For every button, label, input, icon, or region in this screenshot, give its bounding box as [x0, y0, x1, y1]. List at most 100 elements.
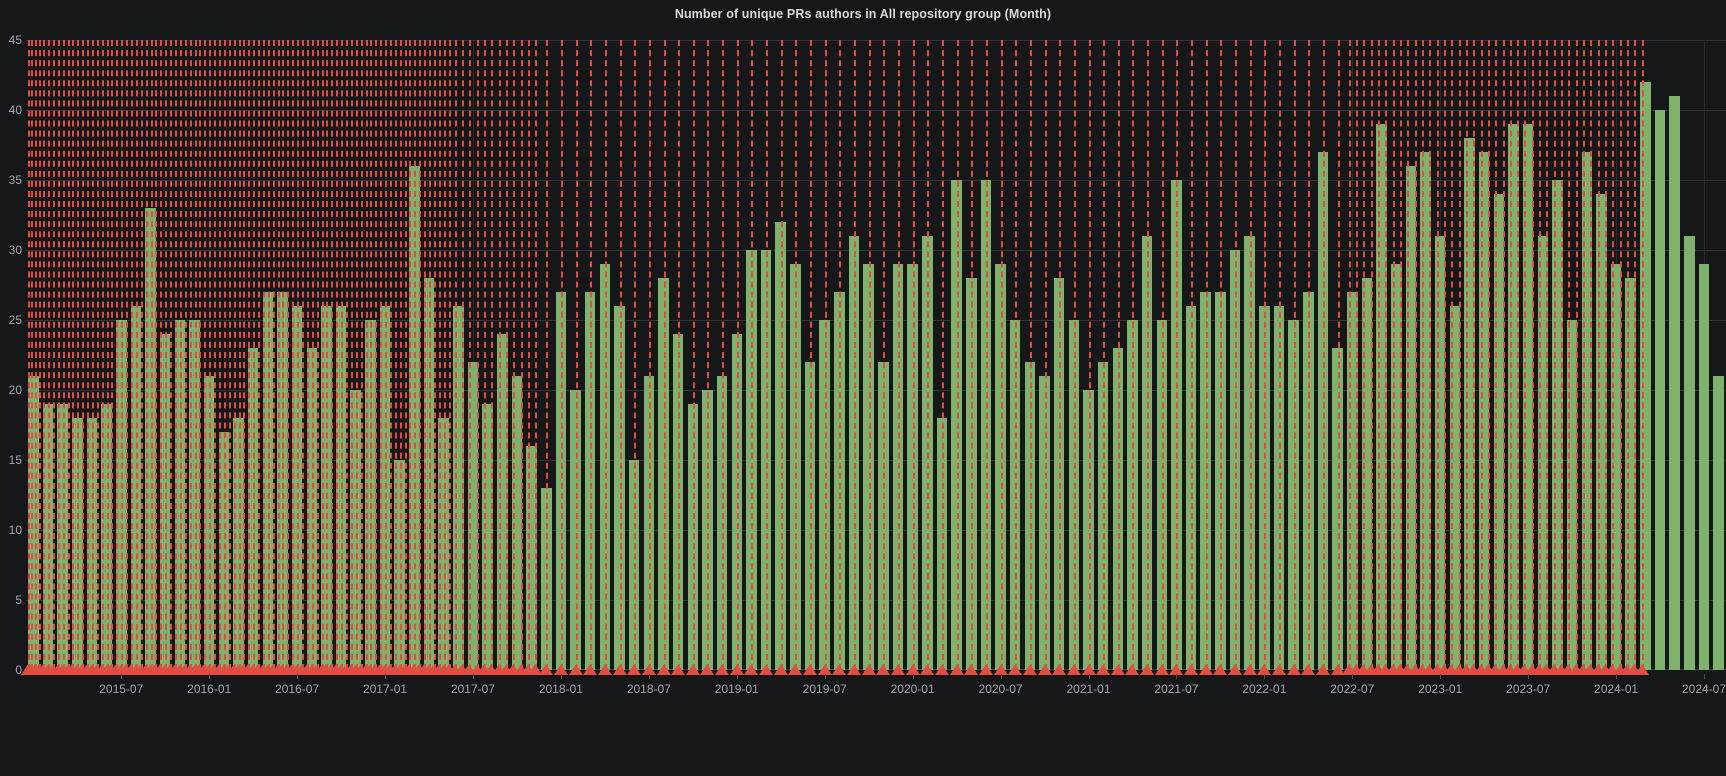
- bar[interactable]: [203, 376, 215, 670]
- bar[interactable]: [511, 376, 523, 670]
- bar[interactable]: [1244, 236, 1255, 670]
- annotation-marker-icon[interactable]: [671, 664, 686, 675]
- bar[interactable]: [848, 236, 860, 670]
- bar[interactable]: [379, 306, 391, 670]
- bar[interactable]: [72, 418, 83, 670]
- bar[interactable]: [482, 404, 493, 670]
- annotation-marker-icon[interactable]: [1242, 664, 1257, 675]
- annotation-marker-icon[interactable]: [920, 664, 935, 675]
- annotation-marker-icon[interactable]: [1213, 664, 1228, 675]
- bar[interactable]: [804, 362, 816, 670]
- annotation-marker-icon[interactable]: [744, 664, 759, 675]
- bar[interactable]: [731, 334, 743, 670]
- bar[interactable]: [834, 292, 845, 670]
- annotation-marker-icon[interactable]: [949, 664, 964, 675]
- annotation-marker-icon[interactable]: [1583, 664, 1598, 675]
- bar[interactable]: [1464, 138, 1475, 670]
- bar[interactable]: [1508, 124, 1519, 670]
- annotation-marker-icon[interactable]: [978, 664, 993, 675]
- annotation-marker-icon[interactable]: [876, 664, 891, 675]
- bar[interactable]: [159, 334, 171, 670]
- bar[interactable]: [1625, 278, 1636, 670]
- bar[interactable]: [1405, 166, 1417, 670]
- bar[interactable]: [409, 166, 420, 670]
- annotation-marker-icon[interactable]: [1612, 664, 1627, 675]
- annotation-marker-icon[interactable]: [498, 664, 513, 675]
- annotation-marker-icon[interactable]: [1140, 664, 1155, 675]
- annotation-marker-icon[interactable]: [1008, 664, 1023, 675]
- bar[interactable]: [1552, 180, 1563, 670]
- annotation-marker-icon[interactable]: [788, 664, 803, 675]
- annotation-marker-icon[interactable]: [491, 664, 506, 675]
- annotation-markers[interactable]: [20, 664, 1726, 678]
- bar[interactable]: [892, 264, 904, 670]
- bar[interactable]: [335, 306, 347, 670]
- annotation-marker-icon[interactable]: [1627, 664, 1642, 675]
- plot-area[interactable]: [26, 40, 1726, 670]
- bar[interactable]: [878, 362, 889, 670]
- bar[interactable]: [1127, 320, 1138, 670]
- bar[interactable]: [130, 306, 142, 670]
- bar[interactable]: [277, 292, 288, 670]
- bar[interactable]: [1303, 292, 1314, 670]
- annotation-marker-icon[interactable]: [759, 664, 774, 675]
- annotation-marker-icon[interactable]: [484, 664, 499, 675]
- annotation-marker-icon[interactable]: [1539, 664, 1554, 675]
- bar[interactable]: [57, 404, 68, 670]
- annotation-marker-icon[interactable]: [1590, 664, 1605, 675]
- annotation-marker-icon[interactable]: [1363, 664, 1378, 675]
- annotation-marker-icon[interactable]: [539, 664, 554, 675]
- bar[interactable]: [291, 306, 303, 670]
- annotation-marker-icon[interactable]: [641, 664, 656, 675]
- bar[interactable]: [760, 250, 772, 670]
- annotation-marker-icon[interactable]: [1037, 664, 1052, 675]
- annotation-marker-icon[interactable]: [447, 664, 462, 675]
- bar[interactable]: [1024, 362, 1036, 670]
- bar[interactable]: [1215, 292, 1226, 670]
- bar[interactable]: [1053, 278, 1065, 670]
- annotation-marker-icon[interactable]: [1286, 664, 1301, 675]
- annotation-marker-icon[interactable]: [817, 664, 832, 675]
- bar[interactable]: [423, 278, 435, 670]
- bar[interactable]: [1654, 110, 1666, 670]
- bar[interactable]: [1068, 320, 1080, 670]
- annotation-marker-icon[interactable]: [1605, 664, 1620, 675]
- bar[interactable]: [1141, 236, 1153, 670]
- bar[interactable]: [1478, 152, 1490, 670]
- annotation-marker-icon[interactable]: [1022, 664, 1037, 675]
- bar[interactable]: [101, 404, 112, 670]
- annotation-marker-icon[interactable]: [1330, 664, 1345, 675]
- bar[interactable]: [1420, 152, 1431, 670]
- annotation-marker-icon[interactable]: [1444, 664, 1459, 675]
- bar[interactable]: [1171, 180, 1182, 670]
- annotation-marker-icon[interactable]: [553, 664, 568, 675]
- annotation-marker-icon[interactable]: [1154, 664, 1169, 675]
- annotation-marker-icon[interactable]: [1532, 664, 1547, 675]
- annotation-marker-icon[interactable]: [583, 664, 598, 675]
- annotation-marker-icon[interactable]: [1356, 664, 1371, 675]
- bar[interactable]: [1581, 152, 1593, 670]
- annotation-marker-icon[interactable]: [1066, 664, 1081, 675]
- annotation-marker-icon[interactable]: [1110, 664, 1125, 675]
- bar[interactable]: [28, 376, 39, 670]
- annotation-marker-icon[interactable]: [1184, 664, 1199, 675]
- bar[interactable]: [1039, 376, 1050, 670]
- bar[interactable]: [1097, 362, 1109, 670]
- bar[interactable]: [1083, 390, 1094, 670]
- annotation-marker-icon[interactable]: [1385, 664, 1400, 675]
- annotation-marker-icon[interactable]: [1341, 664, 1356, 675]
- bar[interactable]: [1434, 236, 1446, 670]
- bar[interactable]: [306, 348, 318, 670]
- annotation-marker-icon[interactable]: [568, 664, 583, 675]
- bar[interactable]: [247, 348, 259, 670]
- bar[interactable]: [790, 264, 801, 670]
- bar[interactable]: [1156, 320, 1168, 670]
- annotation-marker-icon[interactable]: [1634, 664, 1649, 675]
- annotation-marker-icon[interactable]: [1257, 664, 1272, 675]
- bar[interactable]: [115, 320, 127, 670]
- annotation-marker-icon[interactable]: [1517, 664, 1532, 675]
- annotation-marker-icon[interactable]: [847, 664, 862, 675]
- bar[interactable]: [42, 404, 54, 670]
- bar[interactable]: [599, 264, 611, 670]
- bar[interactable]: [1449, 306, 1461, 670]
